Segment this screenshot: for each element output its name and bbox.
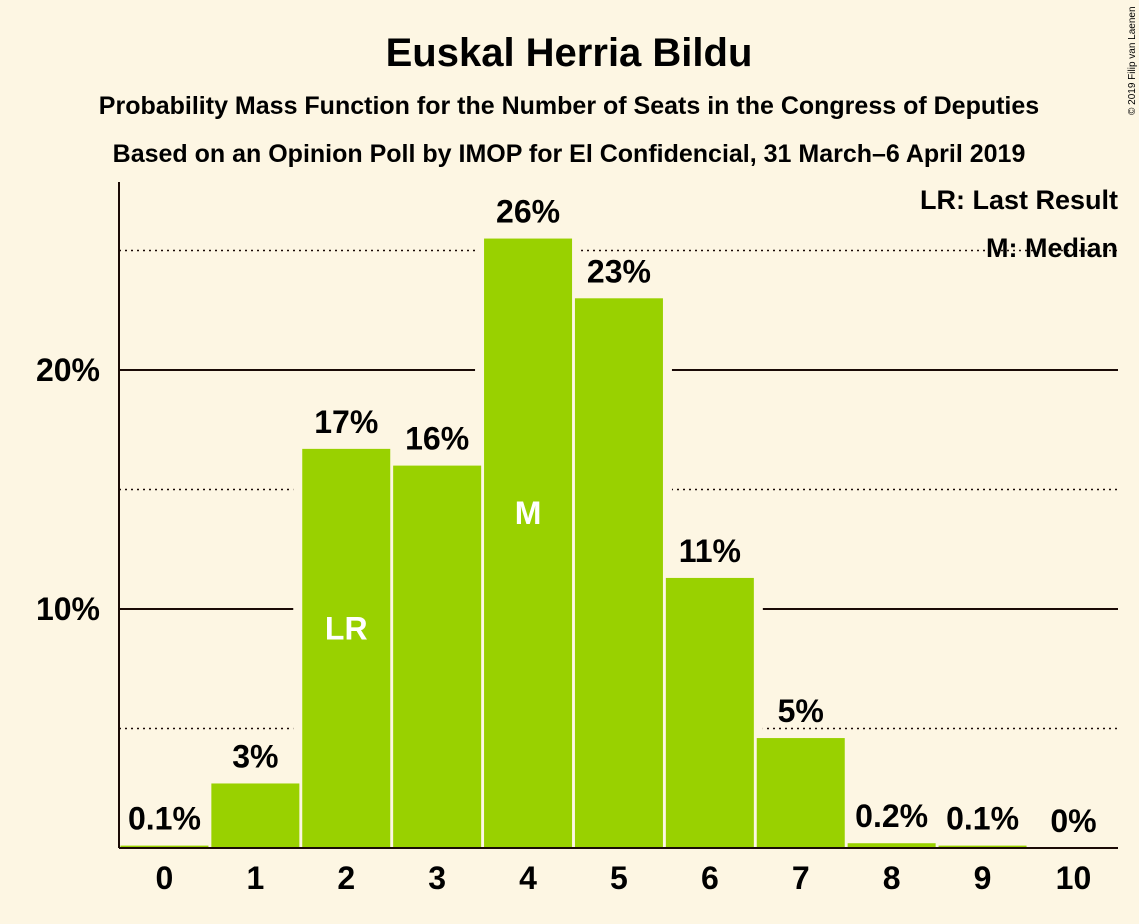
chart-subtitle-2: Based on an Opinion Poll by IMOP for El … <box>113 140 1026 168</box>
data-label-6: 11% <box>679 533 741 569</box>
x-tick-label-10: 10 <box>1056 860 1092 896</box>
data-label-5: 23% <box>587 253 651 289</box>
x-tick-label-2: 2 <box>337 860 355 896</box>
bar-5 <box>574 298 663 848</box>
data-label-9: 0.1% <box>946 801 1019 837</box>
data-label-0: 0.1% <box>128 801 201 837</box>
copyright-notice: © 2019 Filip van Laenen <box>1127 6 1138 115</box>
legend-median: M: Median <box>986 233 1118 263</box>
chart-subtitle-1: Probability Mass Function for the Number… <box>99 92 1039 120</box>
x-tick-label-0: 0 <box>156 860 174 896</box>
data-label-8: 0.2% <box>855 798 928 834</box>
axes: 10% 20% 0 1 2 3 4 5 6 7 8 9 10 <box>36 182 1118 896</box>
marker-lr: LR <box>325 610 368 646</box>
bar-4 <box>484 238 573 849</box>
bar-2 <box>302 448 391 848</box>
data-label-7: 5% <box>778 693 824 729</box>
x-tick-label-1: 1 <box>246 860 264 896</box>
bar-7 <box>756 738 845 848</box>
data-label-4: 26% <box>496 194 560 230</box>
x-tick-label-7: 7 <box>792 860 810 896</box>
marker-m: M <box>515 495 542 531</box>
legend-last-result: LR: Last Result <box>920 185 1118 215</box>
bar-3 <box>393 465 482 848</box>
bar-8 <box>847 843 936 848</box>
x-tick-label-8: 8 <box>883 860 901 896</box>
x-tick-label-5: 5 <box>610 860 628 896</box>
chart-title: Euskal Herria Bildu <box>386 31 753 75</box>
x-tick-label-9: 9 <box>974 860 992 896</box>
bar-6 <box>665 577 754 848</box>
bar-1 <box>211 783 300 848</box>
y-tick-label-20: 20% <box>36 352 100 388</box>
data-label-1: 3% <box>232 738 278 774</box>
x-tick-label-6: 6 <box>701 860 719 896</box>
x-tick-label-3: 3 <box>428 860 446 896</box>
data-label-2: 17% <box>314 404 378 440</box>
bars: 0.1% 3% 17% 16% 26% 23% 11% 5% 0.2% 0.1% 0% LR M <box>111 194 1097 849</box>
x-tick-label-4: 4 <box>519 860 537 896</box>
bar-0 <box>120 845 209 848</box>
bar-9 <box>938 845 1027 848</box>
y-tick-label-10: 10% <box>36 591 100 627</box>
data-label-3: 16% <box>405 421 469 457</box>
data-label-10: 0% <box>1050 803 1096 839</box>
